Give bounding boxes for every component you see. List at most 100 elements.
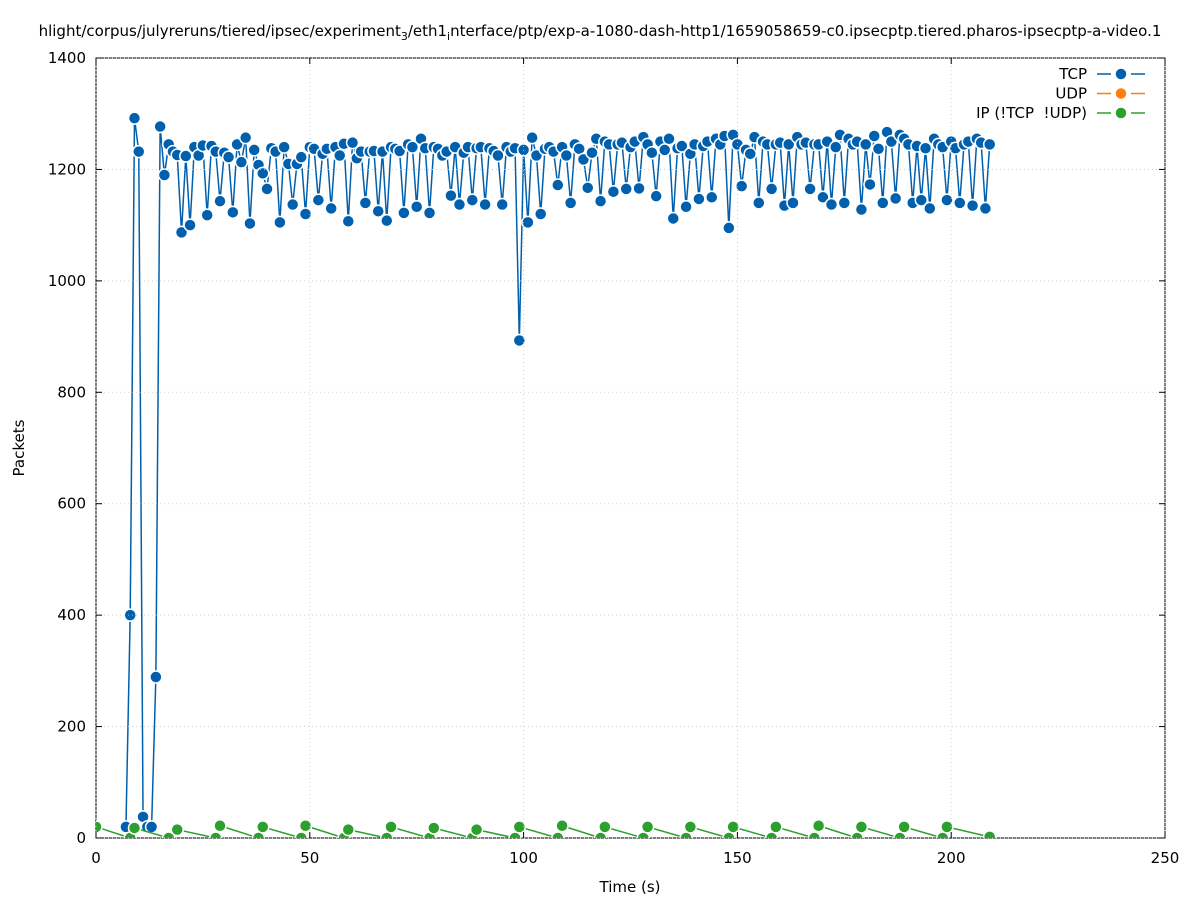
data-point — [683, 820, 698, 834]
chart-title: hlight/corpus/julyreruns/tiered/ipsec/ex… — [39, 22, 1162, 43]
data-point — [704, 190, 719, 205]
legend-label: UDP — [1055, 85, 1087, 103]
x-tick-label: 0 — [91, 849, 101, 867]
data-point — [170, 822, 184, 837]
data-point — [918, 141, 933, 156]
x-tick-label: 100 — [509, 849, 538, 867]
legend-label: TCP — [1058, 65, 1087, 83]
data-point — [982, 830, 997, 838]
data-point — [208, 831, 223, 838]
title-subscript: i — [447, 30, 450, 43]
data-point — [752, 196, 766, 210]
y-tick-label: 200 — [57, 718, 86, 736]
data-point — [675, 139, 689, 153]
data-point — [397, 206, 411, 220]
data-point — [277, 140, 291, 154]
data-point — [179, 149, 193, 163]
data-point — [294, 150, 308, 164]
y-tick-label: 600 — [57, 495, 86, 513]
data-point — [380, 213, 394, 228]
data-point — [127, 111, 142, 125]
data-point — [516, 143, 531, 157]
data-point — [978, 201, 993, 216]
data-point — [234, 155, 249, 169]
data-point — [786, 196, 800, 210]
data-point — [311, 193, 326, 207]
data-point — [923, 201, 937, 216]
x-tick-label: 250 — [1151, 849, 1180, 867]
data-point — [619, 182, 633, 196]
data-point — [888, 191, 903, 206]
data-point — [161, 831, 176, 838]
data-point — [174, 225, 189, 240]
data-point — [495, 197, 509, 212]
data-point — [580, 181, 595, 195]
data-point — [551, 831, 565, 838]
data-point — [525, 130, 539, 145]
data-point — [341, 822, 356, 837]
data-point — [123, 608, 137, 622]
data-point — [96, 820, 103, 834]
data-point — [247, 143, 261, 157]
data-point — [358, 196, 373, 210]
data-point — [512, 820, 527, 834]
x-tick-label: 150 — [723, 849, 752, 867]
data-point — [662, 132, 676, 146]
data-point — [332, 148, 347, 163]
x-tick-label: 50 — [300, 849, 319, 867]
data-point — [427, 821, 441, 835]
data-point — [807, 831, 822, 838]
title-subscript: 3 — [401, 30, 408, 43]
data-point — [153, 119, 167, 134]
data-point — [640, 820, 655, 834]
y-tick-label: 1400 — [48, 49, 86, 67]
data-point — [285, 197, 300, 212]
data-point — [555, 818, 569, 833]
data-point — [940, 193, 954, 207]
data-point — [563, 196, 578, 210]
data-point — [657, 143, 672, 157]
data-point — [256, 166, 270, 181]
data-point — [260, 182, 274, 196]
data-point — [380, 831, 394, 838]
data-point — [221, 150, 236, 164]
legend-marker — [1114, 86, 1128, 101]
data-point — [132, 144, 146, 159]
data-point — [478, 197, 492, 212]
data-point — [816, 190, 830, 205]
data-point — [743, 147, 757, 161]
data-point — [157, 168, 172, 182]
x-tick-label: 200 — [937, 849, 966, 867]
data-point — [828, 140, 843, 154]
data-point — [598, 820, 612, 834]
data-point — [298, 818, 313, 833]
data-point — [593, 194, 608, 208]
data-point — [149, 670, 163, 684]
data-point — [666, 211, 681, 226]
x-axis-label: Time (s) — [599, 878, 661, 896]
data-point — [256, 820, 270, 834]
data-point — [764, 831, 779, 838]
data-point — [243, 216, 257, 231]
data-point — [127, 821, 142, 835]
data-point — [469, 822, 484, 837]
data-point — [722, 221, 736, 235]
data-point — [444, 188, 458, 203]
data-point — [226, 205, 240, 220]
data-point — [897, 820, 911, 834]
data-point — [238, 130, 253, 145]
data-point — [294, 831, 308, 838]
plot-frame — [95, 57, 1166, 839]
data-point — [858, 137, 873, 152]
y-tick-label: 1200 — [48, 160, 86, 178]
data-point — [811, 818, 826, 833]
data-point — [692, 192, 706, 206]
data-point — [636, 831, 651, 838]
data-point — [854, 202, 869, 217]
data-point — [213, 818, 227, 833]
data-point — [213, 194, 227, 208]
title-part: hlight/corpus/julyreruns/tiered/ipsec/ex… — [39, 22, 401, 40]
data-point — [940, 820, 954, 834]
data-point — [533, 207, 548, 221]
